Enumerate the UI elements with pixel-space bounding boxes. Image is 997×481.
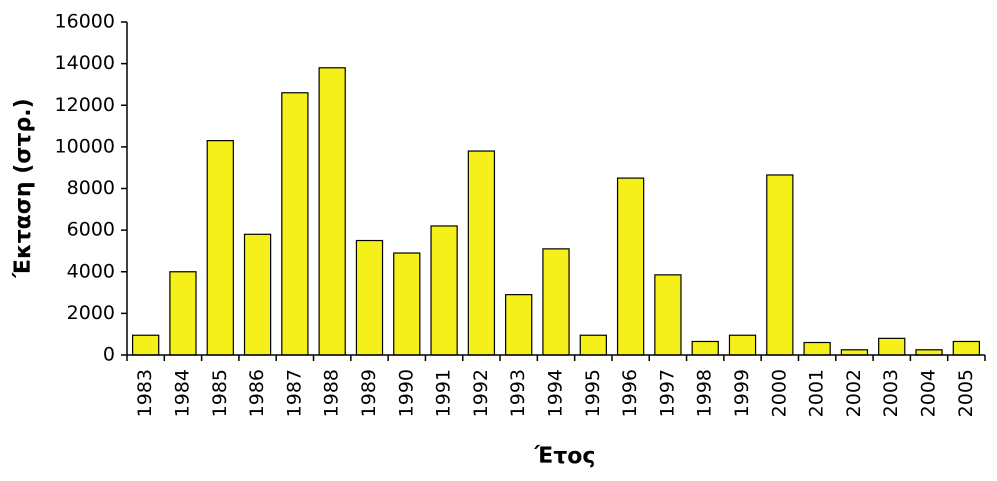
bar xyxy=(579,334,607,356)
y-tick-label: 2000 xyxy=(67,302,115,324)
x-tick-label: 2000 xyxy=(768,369,790,417)
x-tick-label: 2002 xyxy=(843,369,865,417)
bar xyxy=(654,274,682,356)
x-tick-label: 1983 xyxy=(134,369,156,417)
bar xyxy=(728,334,757,356)
x-tick-label: 2001 xyxy=(806,369,828,417)
y-tick-label: 0 xyxy=(103,344,115,366)
bar xyxy=(878,337,906,356)
bar xyxy=(691,340,719,356)
bar xyxy=(393,252,421,356)
y-tick-label: 12000 xyxy=(55,94,115,116)
y-tick-label: 8000 xyxy=(67,177,115,199)
bar xyxy=(243,233,272,356)
bar xyxy=(318,67,346,356)
bar xyxy=(430,225,458,356)
x-tick-label: 1998 xyxy=(694,369,716,417)
bar xyxy=(131,334,160,356)
y-tick-label: 6000 xyxy=(67,219,115,241)
x-tick-label: 2003 xyxy=(880,369,902,417)
bar xyxy=(505,294,533,356)
bar xyxy=(542,248,570,356)
x-tick-label: 1996 xyxy=(619,369,641,417)
y-tick-label: 16000 xyxy=(55,11,115,33)
x-tick-label: 2005 xyxy=(955,369,977,417)
x-tick-label: 1993 xyxy=(507,369,529,417)
x-tick-label: 1985 xyxy=(209,369,231,417)
x-tick-label: 1988 xyxy=(321,369,343,417)
x-tick-label: 1992 xyxy=(470,369,492,417)
bar xyxy=(915,349,943,356)
x-axis-label: Έτος xyxy=(534,444,596,469)
bar xyxy=(803,341,831,356)
x-tick-label: 1995 xyxy=(582,369,604,417)
bar xyxy=(169,271,197,356)
x-tick-label: 1999 xyxy=(731,369,753,417)
x-tick-label: 1989 xyxy=(358,369,380,417)
bar xyxy=(766,174,794,356)
x-tick-label: 1990 xyxy=(395,369,417,417)
x-tick-label: 1994 xyxy=(545,369,567,417)
bar xyxy=(840,349,869,356)
bar xyxy=(467,150,496,356)
x-tick-label: 1984 xyxy=(171,369,193,417)
y-tick-label: 4000 xyxy=(67,260,115,282)
bar xyxy=(281,92,309,356)
x-tick-label: 1986 xyxy=(246,369,268,417)
x-tick-label: 2004 xyxy=(918,369,940,417)
x-tick-label: 1991 xyxy=(433,369,455,417)
bar xyxy=(206,140,234,356)
bar xyxy=(952,340,981,356)
x-tick-label: 1997 xyxy=(656,369,678,417)
y-tick-label: 14000 xyxy=(55,52,115,74)
y-axis-label: Έκταση (στρ.) xyxy=(11,98,36,278)
x-tick-label: 1987 xyxy=(283,369,305,417)
bar xyxy=(616,177,645,356)
y-tick-label: 10000 xyxy=(55,135,115,157)
bar xyxy=(355,239,384,356)
